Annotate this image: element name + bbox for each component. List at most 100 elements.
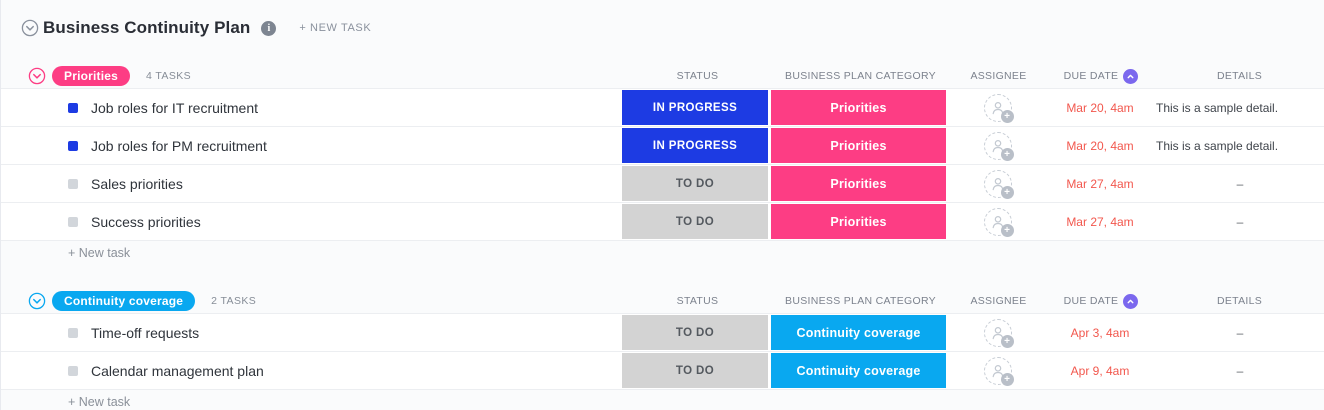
group-name-badge[interactable]: Continuity coverage (52, 291, 196, 311)
category-cell: Priorities (771, 203, 948, 240)
task-name-cell: Job roles for PM recruitment (49, 138, 622, 154)
details-value[interactable]: This is a sample detail. (1156, 100, 1279, 115)
task-status-square-icon (68, 216, 78, 227)
assignee-cell: + (948, 207, 1047, 237)
column-header-assignee[interactable]: ASSIGNEE (970, 70, 1027, 82)
category-badge[interactable]: Continuity coverage (771, 353, 946, 388)
add-assignee-button[interactable]: + (983, 169, 1014, 199)
status-cell: TO DO (622, 203, 771, 240)
assignee-cell: + (948, 318, 1047, 348)
task-row[interactable]: Calendar management plan TO DO Continuit… (1, 352, 1324, 390)
due-date-label: DUE DATE (1063, 295, 1119, 307)
column-header-assignee[interactable]: ASSIGNEE (970, 295, 1027, 307)
column-header-due-date[interactable]: DUE DATE (1048, 68, 1154, 84)
status-cell: TO DO (622, 314, 771, 351)
task-group: Priorities 4 TASKS STATUS BUSINESS PLAN … (1, 64, 1324, 265)
add-assignee-button[interactable]: + (983, 131, 1014, 161)
category-badge[interactable]: Priorities (771, 128, 946, 163)
sort-ascending-icon[interactable] (1123, 68, 1139, 84)
group-collapse-icon[interactable] (28, 292, 46, 310)
add-assignee-button[interactable]: + (983, 318, 1014, 348)
category-cell: Priorities (771, 165, 948, 202)
list-collapse-icon[interactable] (21, 19, 39, 37)
plus-icon: + (1000, 185, 1014, 199)
column-header-status[interactable]: STATUS (676, 295, 719, 307)
group-name-badge[interactable]: Priorities (52, 66, 131, 86)
task-name-cell: Sales priorities (49, 176, 622, 192)
category-cell: Priorities (771, 89, 948, 126)
add-task-button[interactable]: + New task (68, 246, 131, 260)
category-cell: Priorities (771, 127, 948, 164)
task-row[interactable]: Sales priorities TO DO Priorities + Mar … (1, 165, 1324, 203)
column-headers: STATUS BUSINESS PLAN CATEGORY ASSIGNEE D… (623, 64, 1324, 88)
status-badge[interactable]: TO DO (622, 204, 768, 239)
add-task-button[interactable]: + New task (68, 395, 131, 409)
add-assignee-button[interactable]: + (983, 207, 1014, 237)
details-value[interactable]: – (1236, 325, 1244, 340)
status-badge[interactable]: TO DO (622, 353, 768, 388)
task-name-cell: Job roles for IT recruitment (49, 100, 622, 116)
status-badge[interactable]: TO DO (622, 166, 768, 201)
details-value[interactable]: – (1236, 214, 1244, 229)
assignee-cell: + (948, 169, 1047, 199)
column-header-details[interactable]: DETAILS (1216, 70, 1263, 82)
due-date-value[interactable]: Mar 20, 4am (1066, 100, 1134, 115)
task-name[interactable]: Time-off requests (91, 324, 200, 341)
new-task-button[interactable]: + NEW TASK (299, 22, 372, 34)
sort-ascending-icon[interactable] (1123, 293, 1139, 309)
status-badge[interactable]: TO DO (622, 315, 768, 350)
plus-icon: + (1000, 223, 1014, 237)
list-header: Business Continuity Plan i + NEW TASK (1, 0, 1324, 44)
task-row[interactable]: Time-off requests TO DO Continuity cover… (1, 314, 1324, 352)
task-name[interactable]: Job roles for IT recruitment (91, 99, 259, 116)
group-header: Continuity coverage 2 TASKS STATUS BUSIN… (1, 289, 1324, 313)
status-cell: TO DO (622, 352, 771, 389)
column-header-category[interactable]: BUSINESS PLAN CATEGORY (785, 295, 936, 307)
group-task-count: 2 TASKS (211, 295, 257, 307)
due-date-value[interactable]: Apr 3, 4am (1070, 325, 1130, 340)
category-badge[interactable]: Continuity coverage (771, 315, 946, 350)
column-header-status[interactable]: STATUS (676, 70, 719, 82)
details-value[interactable]: This is a sample detail. (1156, 138, 1279, 153)
info-icon[interactable]: i (261, 20, 277, 36)
details-value[interactable]: – (1236, 176, 1244, 191)
assignee-cell: + (948, 356, 1047, 386)
task-name[interactable]: Success priorities (91, 213, 201, 230)
details-value[interactable]: – (1236, 363, 1244, 378)
task-row[interactable]: Job roles for IT recruitment IN PROGRESS… (1, 89, 1324, 127)
task-rows: Time-off requests TO DO Continuity cover… (1, 313, 1324, 390)
assignee-cell: + (948, 93, 1047, 123)
assignee-cell: + (948, 131, 1047, 161)
category-badge[interactable]: Priorities (771, 166, 946, 201)
task-name[interactable]: Job roles for PM recruitment (91, 137, 267, 154)
group-collapse-icon[interactable] (28, 67, 46, 85)
category-badge[interactable]: Priorities (771, 90, 946, 125)
task-status-square-icon (68, 140, 78, 151)
column-header-category[interactable]: BUSINESS PLAN CATEGORY (785, 70, 936, 82)
status-badge[interactable]: IN PROGRESS (622, 90, 768, 125)
group-task-count: 4 TASKS (146, 70, 192, 82)
add-assignee-button[interactable]: + (983, 93, 1014, 123)
status-cell: IN PROGRESS (622, 89, 771, 126)
due-date-value[interactable]: Mar 27, 4am (1066, 176, 1134, 191)
due-date-label: DUE DATE (1063, 70, 1119, 82)
column-header-details[interactable]: DETAILS (1216, 295, 1263, 307)
plus-icon: + (1000, 109, 1014, 123)
due-date-value[interactable]: Apr 9, 4am (1070, 363, 1130, 378)
status-badge[interactable]: IN PROGRESS (622, 128, 768, 163)
column-header-due-date[interactable]: DUE DATE (1048, 293, 1154, 309)
status-cell: TO DO (622, 165, 771, 202)
group-list: Priorities 4 TASKS STATUS BUSINESS PLAN … (1, 64, 1324, 410)
task-row[interactable]: Job roles for PM recruitment IN PROGRESS… (1, 127, 1324, 165)
task-name[interactable]: Sales priorities (91, 175, 183, 192)
task-row[interactable]: Success priorities TO DO Priorities + Ma… (1, 203, 1324, 241)
plus-icon: + (1000, 372, 1014, 386)
task-name[interactable]: Calendar management plan (91, 362, 264, 379)
add-assignee-button[interactable]: + (983, 356, 1014, 386)
due-date-value[interactable]: Mar 20, 4am (1066, 138, 1134, 153)
due-date-value[interactable]: Mar 27, 4am (1066, 214, 1134, 229)
category-badge[interactable]: Priorities (771, 204, 946, 239)
task-status-square-icon (68, 178, 78, 189)
task-status-square-icon (68, 327, 78, 338)
